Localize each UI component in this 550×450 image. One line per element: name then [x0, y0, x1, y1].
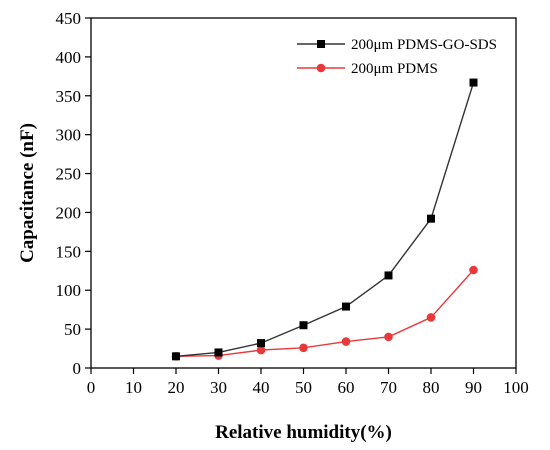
y-axis: 0 50 100 150 200 250 300 350 400 450: [56, 9, 91, 378]
x-tick-label: 20: [168, 378, 185, 397]
data-point: [256, 345, 266, 355]
y-tick-label: 200: [56, 203, 82, 222]
y-tick-label: 400: [56, 48, 82, 67]
y-tick-label: 350: [56, 87, 82, 106]
data-point: [172, 352, 180, 361]
series-line: [175, 82, 475, 358]
legend-marker: [316, 63, 326, 73]
x-tick-label: 10: [125, 378, 142, 397]
data-point: [469, 265, 478, 275]
data-point: [427, 214, 435, 223]
legend-label: 200μm PDMS-GO-SDS: [351, 37, 497, 53]
x-tick-label: 80: [423, 378, 440, 397]
x-tick-label: 40: [253, 378, 270, 397]
plot-frame: [90, 17, 517, 369]
y-tick-label: 50: [64, 320, 81, 339]
data-point: [342, 302, 350, 311]
data-point: [299, 343, 308, 353]
legend-label: 200μm PDMS: [351, 61, 438, 77]
series-layer: [171, 78, 478, 361]
data-point: [299, 321, 308, 330]
y-tick-label: 450: [56, 9, 82, 28]
x-tick-label: 0: [87, 378, 96, 397]
y-tick-label: 100: [56, 281, 82, 300]
data-point: [257, 339, 265, 348]
x-tick-label: 100: [503, 378, 529, 397]
series-line: [175, 269, 475, 358]
y-axis-title: Capacitance (nF): [17, 123, 38, 263]
data-point: [469, 78, 478, 87]
y-tick-label: 300: [56, 126, 82, 145]
data-point: [384, 271, 393, 280]
data-point: [341, 337, 351, 346]
x-tick-label: 60: [338, 378, 355, 397]
x-tick-label: 70: [380, 378, 397, 397]
data-point: [384, 332, 393, 342]
data-point: [214, 348, 223, 357]
x-tick-label: 30: [210, 378, 227, 397]
y-tick-label: 250: [56, 165, 82, 184]
x-tick-label: 90: [465, 378, 482, 397]
data-point: [426, 313, 436, 322]
y-tick-label: 0: [73, 359, 82, 378]
y-tick-label: 150: [56, 242, 82, 261]
legend-marker: [317, 40, 325, 48]
legend: 200μm PDMS-GO-SDS 200μm PDMS: [297, 37, 497, 77]
x-axis: 0 10 20 30 40 50 60 70 80 90 100: [87, 368, 529, 397]
x-axis-title: Relative humidity(%): [215, 422, 392, 443]
x-tick-label: 50: [295, 378, 312, 397]
